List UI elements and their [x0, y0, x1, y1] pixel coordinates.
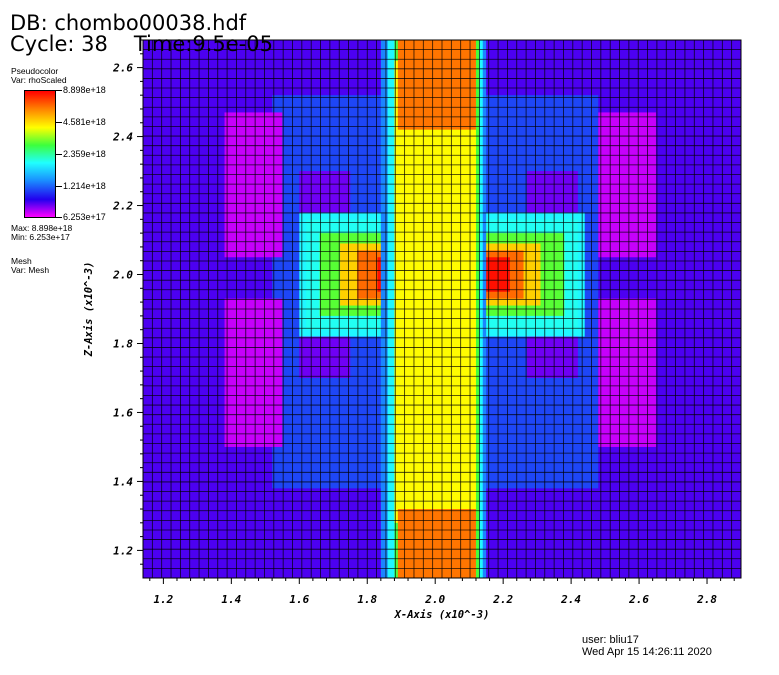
x-tick-label: 1.4	[221, 593, 241, 606]
field-region-left-pocket-upper	[224, 112, 283, 258]
legend-min-value: Min: 6.253e+17	[11, 232, 70, 242]
cycle-time-line: Cycle: 38 Time:9.5e-05	[10, 33, 273, 55]
plot-frame	[142, 39, 742, 579]
legend-max-value: Max: 8.898e+18	[11, 223, 73, 233]
legend-tick	[56, 122, 62, 123]
y-tick-label: 1.6	[113, 406, 133, 419]
y-tick-label: 2.0	[112, 269, 133, 282]
y-tick-labels: 1.2 1.4 1.6 1.8 2.0 2.2 2.4 2.6	[112, 62, 133, 558]
field-region-left-pocket-lower	[224, 298, 283, 447]
legend-label-max: 8.898e+18	[63, 85, 106, 95]
legend-label: 1.214e+18	[63, 181, 106, 191]
x-tick-label: 2.2	[492, 593, 513, 606]
x-tick-labels: 1.2 1.4 1.6 1.8 2.0 2.2 2.4 2.6 2.8	[153, 593, 717, 606]
legend-tick	[56, 90, 62, 91]
mesh-plot-type: Mesh	[11, 256, 32, 266]
x-tick-label: 2.0	[424, 593, 445, 606]
legend-variable: Var: rhoScaled	[11, 75, 67, 85]
axis-ticks	[137, 39, 735, 584]
database-title: DB: chombo00038.hdf	[10, 11, 247, 35]
user-info: user: bliu17 Wed Apr 15 14:26:11 2020	[582, 634, 712, 658]
legend-tick	[56, 154, 62, 155]
field-region-column-orange-top	[397, 40, 476, 130]
time-label: Time:9.5e-05	[133, 32, 273, 56]
y-tick-label: 2.6	[112, 62, 133, 75]
cycle-label: Cycle: 38	[10, 32, 108, 56]
field-region-column-yellow	[394, 60, 476, 523]
y-tick-label: 1.2	[113, 544, 133, 557]
legend-label: 2.359e+18	[63, 149, 106, 159]
x-tick-label: 1.2	[153, 593, 173, 606]
x-tick-label: 2.8	[696, 593, 717, 606]
legend-label: 4.581e+18	[63, 117, 106, 127]
y-tick-label: 1.8	[113, 337, 133, 350]
field-region-column-orange	[397, 509, 476, 578]
legend-tick	[56, 217, 62, 218]
x-tick-label: 1.8	[357, 593, 377, 606]
x-tick-label: 1.6	[289, 593, 309, 606]
field-region-right-pocket-upper	[598, 112, 657, 258]
legend-tick	[56, 186, 62, 187]
x-tick-label: 2.6	[628, 593, 649, 606]
mesh-grid	[143, 40, 741, 578]
field-region-right-pocket-lower	[598, 298, 657, 447]
render-timestamp: Wed Apr 15 14:26:11 2020	[582, 646, 712, 658]
x-tick-label: 2.4	[560, 593, 581, 606]
y-tick-label: 1.4	[113, 475, 133, 488]
mesh-variable: Var: Mesh	[11, 265, 50, 275]
legend-colorbar	[24, 90, 56, 218]
y-axis-title: Z-Axis (x10^-3)	[83, 262, 95, 358]
y-tick-label: 2.2	[112, 200, 133, 213]
x-axis-title: X-Axis (x10^-3)	[394, 609, 490, 621]
user-name: user: bliu17	[582, 634, 639, 646]
legend-label-min: 6.253e+17	[63, 212, 106, 222]
y-tick-label: 2.4	[112, 131, 133, 144]
legend-plot-type: Pseudocolor	[11, 66, 59, 76]
